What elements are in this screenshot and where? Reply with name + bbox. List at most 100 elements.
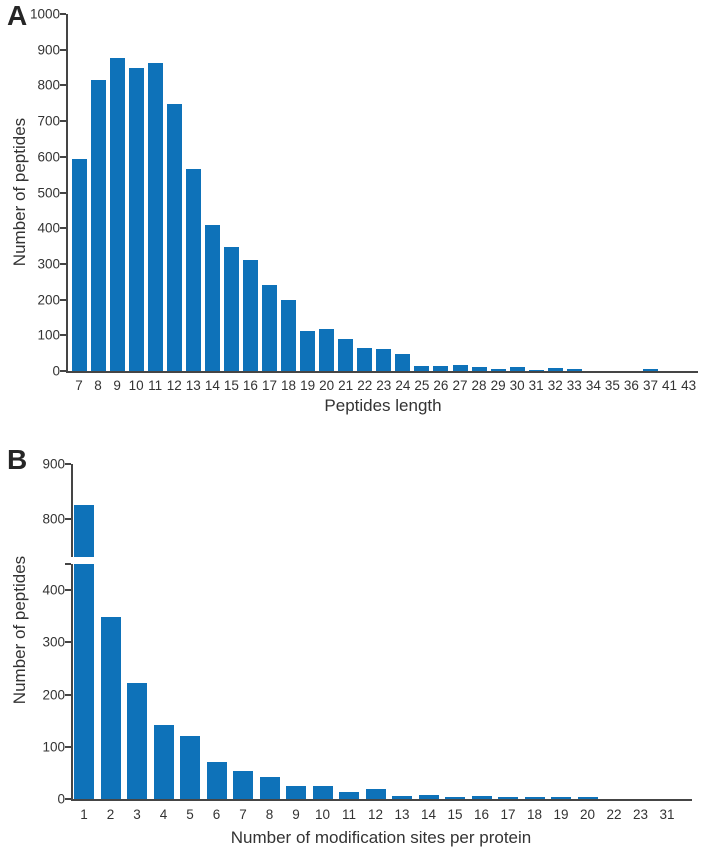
y-tick-mark xyxy=(65,693,71,696)
x-tick-label: 8 xyxy=(94,378,102,393)
x-tick-label: 32 xyxy=(547,378,563,393)
x-tick-label: 21 xyxy=(338,378,354,393)
bar-length-23 xyxy=(376,349,392,371)
x-tick-label: 10 xyxy=(128,378,144,393)
bar-length-26 xyxy=(433,366,449,371)
bar-sites-19 xyxy=(551,797,571,799)
bar-length-20 xyxy=(319,329,335,371)
y-tick-mark xyxy=(65,463,71,465)
y-tick-label: 600 xyxy=(37,149,60,165)
bar-sites-16 xyxy=(471,796,492,799)
x-tick-label: 18 xyxy=(281,378,297,393)
y-tick-mark xyxy=(60,191,66,194)
x-tick-label: 17 xyxy=(261,378,278,393)
y-tick-mark xyxy=(60,13,66,15)
bar-sites-13 xyxy=(392,796,412,799)
bar-sites-1-upper xyxy=(74,505,94,557)
x-tick-label: 24 xyxy=(395,378,411,393)
bar-sites-20 xyxy=(577,797,598,799)
y-tick-mark xyxy=(65,798,71,800)
bar-sites-3 xyxy=(127,683,147,799)
x-tick-label: 5 xyxy=(186,807,194,822)
bar-length-32 xyxy=(547,368,563,371)
bar-length-28 xyxy=(471,367,487,371)
x-tick-label: 12 xyxy=(166,378,182,393)
x-tick-label: 37 xyxy=(642,378,659,393)
panel-b-y-axis-title: Number of peptides xyxy=(10,555,29,705)
bar-sites-10 xyxy=(312,786,333,799)
x-tick-label: 12 xyxy=(367,807,384,822)
x-tick-label: 31 xyxy=(659,807,675,822)
x-tick-label: 3 xyxy=(133,807,141,822)
y-tick-mark xyxy=(60,227,66,230)
y-tick-label: 300 xyxy=(37,256,60,272)
panel-b-y-axis-line-upper xyxy=(71,464,73,557)
x-tick-label: 2 xyxy=(106,807,115,822)
bar-length-11 xyxy=(147,63,163,371)
x-tick-label: 34 xyxy=(585,378,601,393)
x-tick-label: 16 xyxy=(473,807,490,822)
panel-b-letter: B xyxy=(7,444,28,475)
x-tick-label: 43 xyxy=(681,378,697,393)
x-tick-label: 6 xyxy=(212,807,221,822)
bar-sites-6 xyxy=(206,762,227,799)
x-tick-label: 13 xyxy=(185,378,201,393)
bar-sites-14 xyxy=(418,795,439,799)
y-tick-label: 300 xyxy=(42,634,65,650)
y-tick-label: 400 xyxy=(37,220,60,236)
x-tick-label: 16 xyxy=(242,378,258,393)
bar-sites-7 xyxy=(233,771,253,799)
bar-length-19 xyxy=(300,331,316,371)
y-tick-label: 500 xyxy=(37,184,60,200)
panel-a-plot-area xyxy=(68,14,698,371)
y-tick-label: 900 xyxy=(42,456,65,472)
x-tick-label: 15 xyxy=(447,807,463,822)
bar-length-16 xyxy=(242,260,258,371)
x-tick-label: 9 xyxy=(113,378,121,393)
y-tick-mark xyxy=(65,589,71,592)
y-tick-mark xyxy=(60,334,66,337)
y-tick-label: 0 xyxy=(57,791,65,807)
panel-b-plot-area-lower xyxy=(73,564,690,799)
y-tick-label: 1000 xyxy=(29,6,60,22)
x-tick-label: 10 xyxy=(314,807,331,822)
panel-b-x-axis-title: Number of modification sites per protein xyxy=(230,828,532,847)
y-tick-label: 900 xyxy=(37,41,60,57)
x-tick-label: 33 xyxy=(566,378,582,393)
bar-length-10 xyxy=(128,68,144,371)
x-tick-label: 4 xyxy=(159,807,168,822)
y-tick-mark xyxy=(65,563,71,565)
y-tick-label: 800 xyxy=(42,510,65,526)
y-tick-mark xyxy=(60,120,66,123)
bar-length-27 xyxy=(452,365,468,371)
y-tick-label: 200 xyxy=(37,291,60,307)
x-tick-label: 7 xyxy=(239,807,247,822)
bar-length-18 xyxy=(281,300,297,371)
y-tick-mark xyxy=(60,262,66,265)
panel-a-y-axis-line xyxy=(66,14,68,373)
bar-length-31 xyxy=(528,370,544,371)
y-tick-label: 200 xyxy=(42,686,65,702)
bar-length-21 xyxy=(338,339,354,371)
bar-sites-5 xyxy=(180,736,200,799)
bar-length-29 xyxy=(490,369,506,371)
x-tick-label: 41 xyxy=(662,378,678,393)
bar-length-14 xyxy=(204,225,220,371)
y-tick-mark xyxy=(65,641,71,644)
y-tick-mark xyxy=(60,48,66,51)
bar-length-37 xyxy=(643,369,658,371)
y-tick-label: 400 xyxy=(42,582,65,598)
bar-sites-2 xyxy=(100,617,121,799)
panel-a-letter: A xyxy=(7,0,28,31)
x-tick-label: 11 xyxy=(341,807,357,822)
x-tick-label: 35 xyxy=(604,378,620,393)
x-tick-label: 31 xyxy=(528,378,544,393)
x-tick-label: 30 xyxy=(509,378,525,393)
y-tick-label: 100 xyxy=(37,327,60,343)
bar-sites-12 xyxy=(365,789,386,799)
x-tick-label: 14 xyxy=(204,378,220,393)
bar-sites-9 xyxy=(286,786,306,799)
x-tick-label: 36 xyxy=(623,378,639,393)
bar-sites-17 xyxy=(498,797,518,799)
x-tick-label: 22 xyxy=(606,807,622,822)
